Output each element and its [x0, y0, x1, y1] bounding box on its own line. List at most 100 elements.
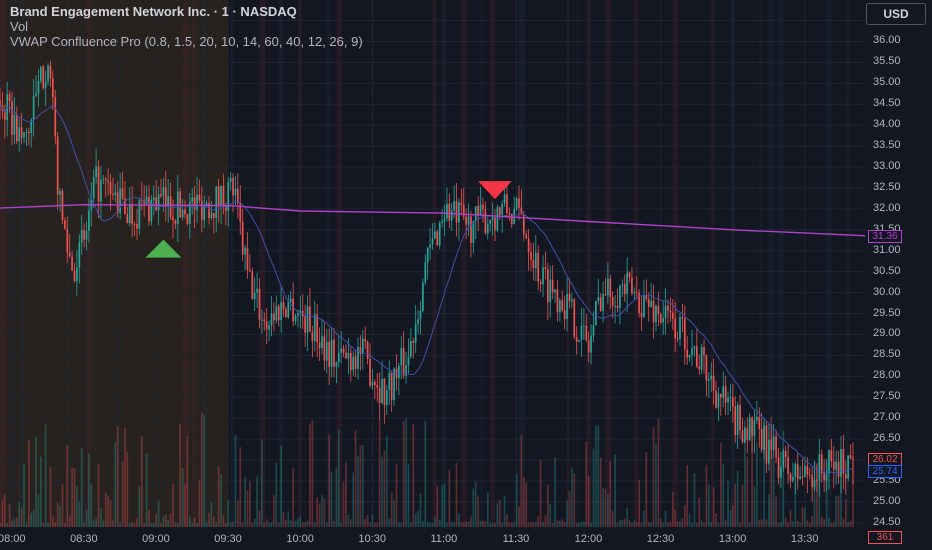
volume-bar: [484, 521, 487, 527]
symbol-title[interactable]: Brand Engagement Network Inc. · 1 · NASD…: [10, 4, 297, 19]
volume-bar: [402, 421, 405, 527]
candle-body: [386, 390, 388, 406]
indicator-legend[interactable]: VWAP Confluence Pro (0.8, 1.5, 20, 10, 1…: [10, 34, 363, 49]
candle-body: [715, 390, 717, 408]
candle-body: [388, 372, 391, 391]
candle-body: [700, 346, 703, 370]
volume-bar: [198, 479, 201, 527]
candle-body: [710, 375, 713, 380]
volume-bar: [707, 484, 710, 527]
volume-bar: [155, 514, 158, 527]
price-tag: 361: [868, 531, 902, 545]
signal-stripe: [230, 0, 234, 527]
candle-body: [412, 340, 415, 343]
candle-body: [765, 425, 768, 464]
volume-bar: [736, 470, 739, 527]
currency-button[interactable]: USD: [866, 3, 926, 25]
candle-body: [345, 352, 347, 359]
volume-bar: [460, 522, 463, 527]
candle-body: [770, 439, 773, 450]
volume-bar: [205, 522, 208, 527]
candle-body: [647, 299, 650, 308]
candle-body: [518, 198, 520, 208]
buy-signal-arrow: [145, 239, 182, 258]
volume-bar: [458, 513, 460, 527]
volume-bar: [71, 467, 73, 527]
candle-body: [419, 310, 422, 320]
candle-body: [215, 186, 218, 218]
volume-bar: [732, 505, 734, 527]
candle-body: [119, 188, 121, 214]
candle-body: [208, 202, 210, 219]
candle-body: [285, 309, 287, 318]
candle-body: [188, 201, 191, 224]
candle-body: [25, 131, 28, 133]
price-axis[interactable]: 36.5036.0035.5035.0034.5034.0033.5033.00…: [865, 0, 932, 528]
candle-body: [124, 198, 126, 215]
signal-stripe: [826, 0, 832, 527]
volume-bar: [837, 495, 840, 527]
signal-stripe: [19, 0, 25, 527]
candle-body: [253, 292, 256, 300]
candle-body: [426, 247, 429, 263]
price-chart[interactable]: [0, 0, 865, 527]
candle-body: [628, 272, 631, 278]
candle-body: [775, 436, 777, 458]
candle-body: [741, 430, 744, 443]
candle-body: [599, 297, 602, 312]
candle-body: [407, 356, 410, 366]
candle-body: [520, 207, 523, 215]
volume-bar: [510, 522, 513, 527]
volume-bar: [453, 522, 455, 527]
candle-body: [729, 397, 732, 399]
candle-body: [655, 305, 657, 323]
candle-body: [664, 305, 667, 319]
volume-bar: [40, 456, 42, 527]
volume-bar: [193, 517, 196, 527]
volume-bar: [825, 460, 828, 527]
signal-stripe: [480, 0, 483, 527]
volume-bar: [643, 510, 645, 527]
candle-body: [482, 204, 484, 210]
candle-body: [734, 406, 737, 435]
volume-bar: [188, 516, 191, 527]
volume-bar: [575, 522, 578, 527]
volume-bar: [133, 522, 136, 527]
candle-body: [756, 417, 758, 421]
price-tick-label: 34.50: [873, 97, 901, 110]
volume-bar: [722, 463, 725, 527]
candle-body: [583, 325, 585, 327]
candle-body: [56, 136, 59, 195]
volume-bar: [227, 499, 230, 527]
volume-bar: [49, 467, 52, 527]
candle-body: [578, 339, 580, 342]
volume-bar: [268, 522, 270, 527]
candle-body: [287, 301, 290, 318]
volume-bar: [585, 441, 588, 527]
chart-area[interactable]: Brand Engagement Network Inc. · 1 · NASD…: [0, 0, 865, 527]
signal-stripe: [297, 0, 302, 527]
candle-body: [275, 306, 278, 321]
candle-body: [155, 197, 158, 211]
candle-body: [847, 455, 850, 479]
price-tick-label: 32.50: [873, 180, 901, 193]
candle-body: [150, 199, 153, 222]
volume-bar: [174, 521, 177, 527]
volume-bar: [419, 493, 422, 527]
volume-bar: [100, 508, 102, 527]
candle-body: [229, 177, 232, 183]
candle-body: [184, 209, 186, 215]
candle-body: [376, 384, 379, 388]
candle-body: [280, 302, 282, 321]
volume-legend[interactable]: Vol: [10, 19, 29, 34]
time-axis[interactable]: 08:00 08:30 09:00 09:30 10:00 10:30 11:00 11:30…: [0, 527, 932, 550]
volume-bar: [467, 521, 470, 527]
candle-body: [114, 192, 117, 196]
volume-bar: [263, 522, 266, 527]
volume-bar: [270, 522, 273, 527]
volume-bar: [698, 497, 701, 527]
candle-body: [597, 297, 600, 302]
volume-bar: [6, 522, 9, 527]
candle-body: [251, 271, 254, 300]
candle-body: [83, 229, 85, 240]
